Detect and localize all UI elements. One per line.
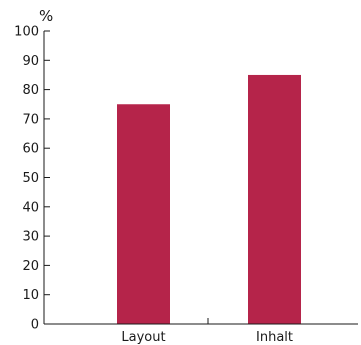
x-tick-label: Inhalt <box>256 330 293 345</box>
y-tick-label: 90 <box>22 54 39 69</box>
y-tick-label: 10 <box>22 288 39 303</box>
y-tick-label: 100 <box>14 25 39 40</box>
bar-layout <box>117 104 170 324</box>
y-tick-label: 30 <box>22 230 39 245</box>
y-tick-label: 40 <box>22 200 39 215</box>
y-tick-label: 0 <box>31 318 39 333</box>
y-tick-label: 60 <box>22 142 39 157</box>
bar-inhalt <box>248 74 301 324</box>
y-tick-label: 80 <box>22 83 39 98</box>
y-tick-label: 50 <box>22 171 39 186</box>
x-tick-label: Layout <box>121 330 165 345</box>
y-tick-label: 70 <box>22 112 39 127</box>
y-tick-label: 20 <box>22 259 39 274</box>
y-axis-label: % <box>39 7 53 25</box>
